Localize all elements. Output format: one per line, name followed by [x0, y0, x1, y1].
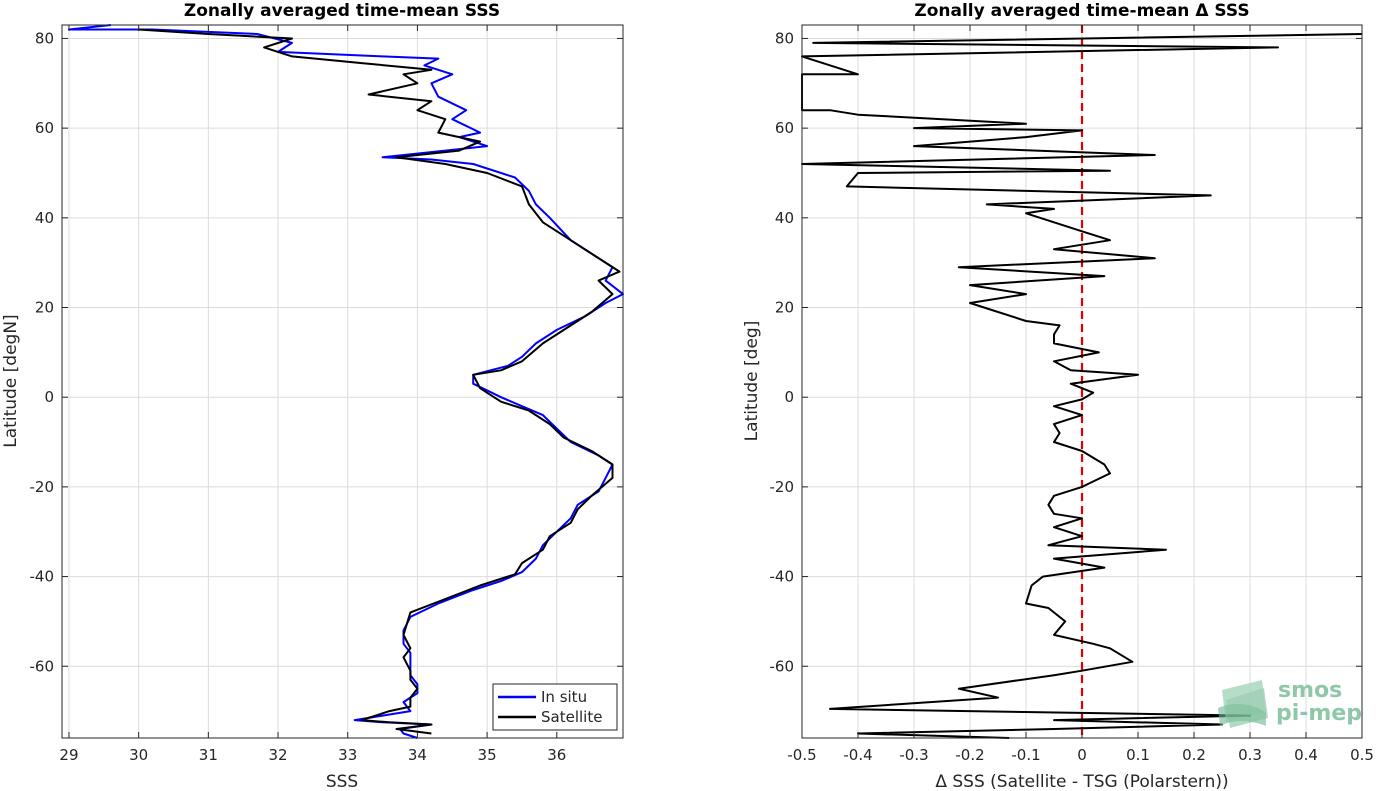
left-series	[68, 24, 624, 739]
x-tick-label: 0.1	[1126, 746, 1150, 764]
x-tick-label: 0	[1077, 746, 1087, 764]
logo-text-smos: smos	[1278, 678, 1342, 703]
left-ticks: 29 30 31 32 33 34 35 36 -60 -40 -20 0 20 40 60 80	[30, 25, 623, 764]
x-tick-label: 34	[408, 746, 427, 764]
y-tick-label: 40	[35, 209, 54, 227]
y-tick-label: -20	[770, 478, 795, 496]
y-tick-label: 60	[35, 119, 54, 137]
right-chart-title: Zonally averaged time-mean Δ SSS	[914, 1, 1249, 21]
right-panel: -0.5 -0.4 -0.3 -0.2 -0.1 0 0.1 0.2 0.3 0.4 0.5 -60 -…	[742, 1, 1374, 791]
legend-box	[492, 683, 618, 731]
y-tick-label: -60	[770, 657, 795, 675]
right-series	[801, 25, 1363, 739]
logo-text-pi-mep: pi-mep	[1276, 701, 1362, 726]
left-y-axis-label: Latitude [degN]	[1, 314, 21, 447]
y-tick-label: -20	[30, 478, 55, 496]
legend-label-satellite: Satellite	[541, 708, 602, 726]
y-tick-label: -40	[770, 568, 795, 586]
smos-pi-mep-logo: smos pi-mep	[1218, 678, 1362, 728]
x-tick-label: -0.1	[1011, 746, 1040, 764]
x-tick-label: 0.4	[1294, 746, 1318, 764]
y-tick-label: 80	[775, 29, 794, 47]
x-tick-label: 35	[478, 746, 497, 764]
series-line-in-situ	[68, 24, 624, 739]
legend: In situ Satellite	[492, 683, 618, 731]
left-chart-title: Zonally averaged time-mean SSS	[184, 1, 500, 21]
series-line-satellite	[138, 28, 621, 735]
y-tick-label: -60	[30, 657, 55, 675]
x-tick-label: 0.3	[1238, 746, 1262, 764]
x-tick-label: -0.4	[843, 746, 872, 764]
series-line-delta-sss	[801, 33, 1363, 739]
y-tick-label: 0	[784, 388, 794, 406]
x-tick-label: 0.5	[1350, 746, 1374, 764]
left-axes-box	[61, 24, 624, 739]
x-tick-label: 36	[547, 746, 566, 764]
y-tick-label: 80	[35, 29, 54, 47]
x-tick-label: 29	[59, 746, 78, 764]
logo-waves-icon	[1218, 680, 1268, 728]
x-tick-label: -0.5	[787, 746, 816, 764]
left-x-axis-label: SSS	[326, 772, 358, 791]
right-x-axis-label: Δ SSS (Satellite - TSG (Polarstern))	[935, 772, 1228, 791]
x-tick-label: -0.3	[899, 746, 928, 764]
y-tick-label: 60	[775, 119, 794, 137]
left-grid	[62, 25, 623, 738]
y-tick-label: 40	[775, 209, 794, 227]
legend-label-in-situ: In situ	[541, 688, 587, 706]
x-tick-label: 32	[268, 746, 287, 764]
y-tick-label: 20	[775, 299, 794, 317]
left-panel: 29 30 31 32 33 34 35 36 -60 -40 -20 0 20 40 60 80 Zonal…	[1, 1, 624, 791]
right-y-axis-label: Latitude [deg]	[742, 321, 762, 442]
x-tick-label: 33	[338, 746, 357, 764]
y-tick-label: 20	[35, 299, 54, 317]
x-tick-label: 0.2	[1182, 746, 1206, 764]
x-tick-label: 31	[199, 746, 218, 764]
y-tick-label: 0	[44, 388, 54, 406]
right-ticks: -0.5 -0.4 -0.3 -0.2 -0.1 0 0.1 0.2 0.3 0.4 0.5 -60 -…	[770, 25, 1374, 764]
x-tick-label: -0.2	[955, 746, 984, 764]
x-tick-label: 30	[129, 746, 148, 764]
y-tick-label: -40	[30, 568, 55, 586]
